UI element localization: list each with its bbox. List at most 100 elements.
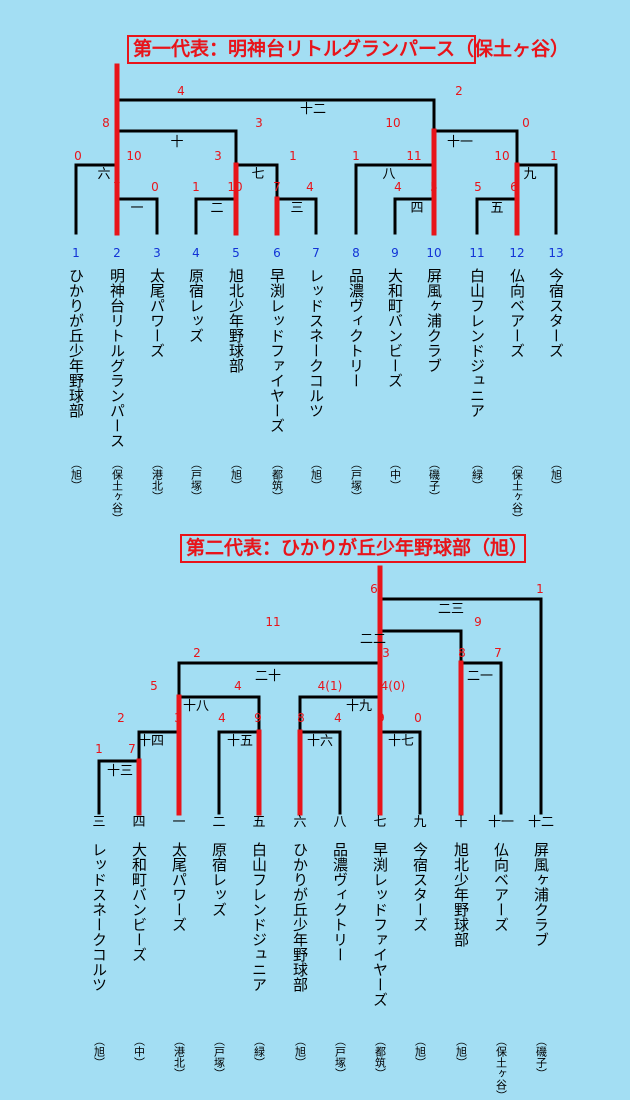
score-right: 3 xyxy=(382,646,390,660)
match-connector xyxy=(378,629,463,665)
team-region: （旭） xyxy=(70,458,83,491)
round-label: 十七 xyxy=(388,734,414,749)
team-seed: 2 xyxy=(113,246,121,260)
round-label: 十二 xyxy=(300,102,326,117)
team-seed: 十二 xyxy=(528,815,554,830)
team-seed: 三 xyxy=(92,815,105,830)
team-name: 屏風ヶ浦クラブ xyxy=(532,842,550,947)
team-seed: 八 xyxy=(333,815,346,830)
round-label: 五 xyxy=(490,201,503,216)
team-region: （保土ヶ谷） xyxy=(495,1035,508,1100)
team-region: （戸塚） xyxy=(350,458,363,502)
team-name: 白山フレンドジュニア xyxy=(468,268,486,418)
score-left: 2 xyxy=(117,711,125,725)
score-left: 4(1) xyxy=(318,679,343,693)
team-name: 今宿スターズ xyxy=(547,268,565,358)
team-seed: 九 xyxy=(413,815,426,830)
team-region: （磯子） xyxy=(428,458,441,502)
second-representative-title: 第二代表：ひかりが丘少年野球部（旭） xyxy=(180,534,528,563)
team-name: 早渕レッドファイヤーズ xyxy=(268,268,286,433)
score-right: 1 xyxy=(536,582,544,596)
score-right: 10 xyxy=(227,180,242,194)
round-label: 二十 xyxy=(255,669,281,684)
score-left: 5 xyxy=(150,679,158,693)
round-label: 十一 xyxy=(447,135,473,150)
team-name: 太尾パワーズ xyxy=(148,268,166,358)
score-left: 4 xyxy=(394,180,402,194)
team-name: 原宿レッズ xyxy=(210,842,228,917)
round-label: 二一 xyxy=(467,669,493,684)
team-entry: 10 屏風ヶ浦クラブ （磯子） xyxy=(425,246,443,502)
score-left: 3 xyxy=(214,149,222,163)
score-left: 7 xyxy=(273,180,281,194)
team-region: （旭） xyxy=(294,1035,307,1068)
round-label: 十六 xyxy=(307,734,333,749)
round-label: 二 xyxy=(210,201,223,216)
score-right: 5 xyxy=(430,180,438,194)
round-label: 十四 xyxy=(138,734,164,749)
match-connector xyxy=(459,661,503,815)
score-left: 8 xyxy=(102,116,110,130)
team-name: 品濃ヴィクトリー xyxy=(331,842,349,962)
team-region: （戸塚） xyxy=(334,1035,347,1079)
team-seed: 一 xyxy=(172,815,185,830)
score-right: 0 xyxy=(414,711,422,725)
score-right: 1 xyxy=(289,149,297,163)
team-seed: 3 xyxy=(153,246,161,260)
score-left: 1 xyxy=(95,742,103,756)
team-seed: 13 xyxy=(548,246,563,260)
team-entry: 13 今宿スターズ （旭） xyxy=(547,246,565,491)
team-name: 屏風ヶ浦クラブ xyxy=(425,268,443,373)
score-right: 0 xyxy=(151,180,159,194)
team-seed: 12 xyxy=(509,246,524,260)
score-right: 9 xyxy=(254,711,262,725)
team-seed: 7 xyxy=(312,246,320,260)
score-right: 11 xyxy=(406,149,421,163)
team-entry: 5 旭北少年野球部 （旭） xyxy=(227,246,245,491)
score-left: 0 xyxy=(74,149,82,163)
team-region: （保土ヶ谷） xyxy=(111,458,124,524)
team-seed: 9 xyxy=(391,246,399,260)
team-name: レッドスネークコルツ xyxy=(90,842,108,992)
round-label: 八 xyxy=(382,167,395,182)
round-label: 一 xyxy=(130,201,143,216)
team-name: ひかりが丘少年野球部 xyxy=(67,268,85,418)
team-name: 白山フレンドジュニア xyxy=(250,842,268,992)
team-name: レッドスネークコルツ xyxy=(307,268,325,418)
team-entry: 2 明神台リトルグランパース （保土ヶ谷） xyxy=(108,246,126,524)
team-seed: 1 xyxy=(72,246,80,260)
winner-path-lines xyxy=(114,63,520,236)
team-region: （緑） xyxy=(253,1035,266,1068)
team-entry: 11 白山フレンドジュニア （緑） xyxy=(468,246,486,491)
score-right: 4 xyxy=(234,679,242,693)
team-name: ひかりが丘少年野球部 xyxy=(291,842,309,992)
team-region: （保土ヶ谷） xyxy=(511,458,524,524)
score-right: 0 xyxy=(522,116,530,130)
team-name: 旭北少年野球部 xyxy=(452,842,470,947)
team-name: 明神台リトルグランパース xyxy=(108,268,126,448)
score-left: 1 xyxy=(192,180,200,194)
team-entry: 7 レッドスネークコルツ （旭） xyxy=(307,246,325,491)
round-label: 二三 xyxy=(438,602,464,617)
team-region: （都筑） xyxy=(374,1035,387,1079)
score-right: 7 xyxy=(494,646,502,660)
score-left: 8 xyxy=(458,646,466,660)
score-left: 4 xyxy=(177,84,185,98)
team-region: （緑） xyxy=(471,458,484,491)
round-label: 十三 xyxy=(107,764,133,779)
score-left: 8 xyxy=(297,711,305,725)
score-left: 2 xyxy=(193,646,201,660)
team-name: 原宿レッズ xyxy=(187,268,205,343)
team-seed: 四 xyxy=(132,815,145,830)
bracket-lines xyxy=(97,597,543,815)
team-region: （旭） xyxy=(93,1035,106,1068)
team-columns: 1 ひかりが丘少年野球部 （旭） 2 明神台リトルグランパース （保土ヶ谷） 3 太尾パワーズ… xyxy=(67,246,565,524)
